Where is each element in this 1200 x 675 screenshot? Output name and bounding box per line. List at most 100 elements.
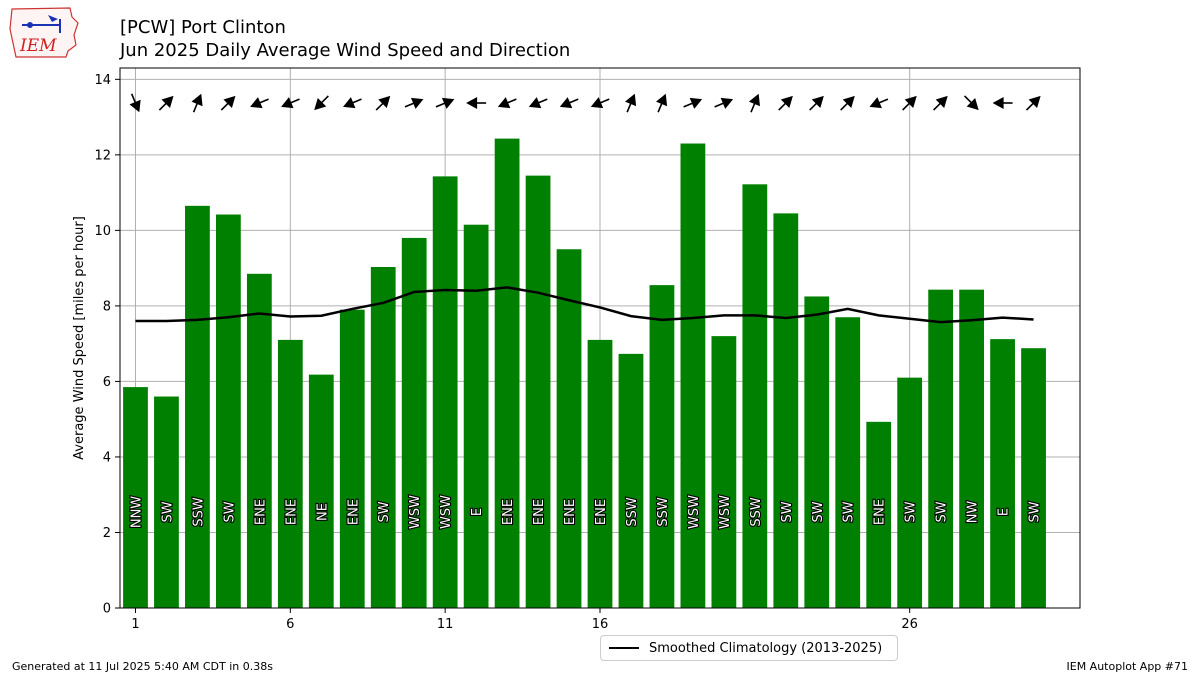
wind-arrow-icon bbox=[220, 95, 236, 111]
bar-day-7 bbox=[308, 374, 334, 608]
x-tick-label: 16 bbox=[592, 617, 609, 632]
bar-day-8 bbox=[339, 309, 365, 608]
chart-title-station: [PCW] Port Clinton bbox=[120, 17, 286, 38]
bar-day-23 bbox=[804, 296, 830, 608]
wind-arrow-head bbox=[625, 93, 637, 107]
direction-label: SW bbox=[160, 501, 175, 522]
wind-arrow-icon bbox=[1025, 95, 1041, 111]
direction-label: NNW bbox=[129, 496, 144, 528]
wind-arrow-icon bbox=[992, 97, 1013, 109]
wind-arrow-icon bbox=[528, 97, 548, 109]
direction-label: SW bbox=[377, 501, 392, 522]
wind-arrow-icon bbox=[625, 93, 637, 113]
direction-labels: NNW SW SSW SW ENE ENE NE ENE SW WSW WSW E ENE ENE ENE E… bbox=[128, 494, 1043, 530]
wind-arrow-head bbox=[689, 97, 703, 109]
wind-arrow-head bbox=[869, 97, 882, 109]
bar-day-22 bbox=[773, 213, 799, 608]
bar-day-3 bbox=[185, 205, 210, 609]
wind-arrow-icon bbox=[129, 93, 141, 113]
bar-day-11 bbox=[432, 176, 458, 608]
wind-arrow-head bbox=[935, 95, 948, 108]
bar-day-14 bbox=[525, 175, 551, 608]
wind-arrow-icon bbox=[809, 95, 824, 111]
y-tick-label: 2 bbox=[103, 526, 111, 541]
direction-label: ENE bbox=[873, 499, 888, 525]
bar-day-1 bbox=[123, 387, 148, 608]
direction-label: WSW bbox=[687, 495, 702, 529]
wind-arrow-head bbox=[1028, 95, 1041, 108]
wind-arrow-head bbox=[811, 95, 824, 108]
y-tick-label: 12 bbox=[94, 148, 111, 163]
direction-label: SW bbox=[222, 501, 237, 522]
y-axis-label: Average Wind Speed [miles per hour] bbox=[72, 216, 87, 460]
wind-arrow-head bbox=[410, 97, 424, 109]
wind-arrow-head bbox=[992, 97, 1004, 109]
direction-arrows bbox=[129, 93, 1041, 113]
x-tick-label: 6 bbox=[286, 617, 294, 632]
bar-day-15 bbox=[556, 249, 582, 609]
logo-text: IEM bbox=[19, 36, 57, 56]
y-tick-label: 10 bbox=[94, 224, 111, 239]
bars bbox=[123, 138, 1046, 609]
wind-arrow-head bbox=[281, 97, 294, 109]
bar-day-16 bbox=[587, 339, 613, 608]
bar-day-2 bbox=[154, 396, 179, 608]
direction-label: NE bbox=[315, 503, 330, 521]
direction-label: SSW bbox=[191, 497, 206, 527]
bar-day-4 bbox=[216, 214, 241, 608]
direction-label: SSW bbox=[749, 497, 764, 527]
wind-arrow-icon bbox=[656, 93, 668, 113]
wind-arrow-head bbox=[590, 97, 604, 109]
wind-arrow-head bbox=[842, 95, 855, 108]
direction-label: SW bbox=[780, 501, 795, 522]
bar-day-6 bbox=[277, 339, 303, 608]
direction-label: WSW bbox=[408, 495, 423, 529]
bar-day-19 bbox=[680, 143, 706, 608]
wind-arrow-icon bbox=[963, 95, 979, 111]
wind-arrow-icon bbox=[559, 97, 579, 109]
direction-label: WSW bbox=[439, 495, 454, 529]
wind-arrow-head bbox=[497, 97, 511, 109]
bar-day-26 bbox=[897, 377, 923, 608]
wind-arrow-head bbox=[748, 93, 760, 107]
bar-day-30 bbox=[1021, 348, 1046, 608]
bar-day-27 bbox=[928, 289, 954, 608]
wind-arrow-head bbox=[656, 93, 668, 107]
wind-arrow-icon bbox=[933, 95, 948, 111]
legend-line-swatch bbox=[609, 647, 639, 649]
wind-arrow-head bbox=[191, 93, 203, 107]
direction-label: ENE bbox=[253, 499, 268, 525]
bar-day-25 bbox=[866, 421, 892, 608]
direction-label: NW bbox=[966, 501, 981, 524]
wind-arrow-head bbox=[904, 95, 917, 108]
wind-arrow-head bbox=[559, 97, 573, 109]
bar-day-10 bbox=[401, 237, 427, 609]
direction-label: SW bbox=[1028, 501, 1043, 522]
direction-label: SW bbox=[842, 501, 857, 522]
direction-label: ENE bbox=[346, 499, 361, 525]
direction-label: SW bbox=[935, 501, 950, 522]
direction-label: WSW bbox=[718, 495, 733, 529]
y-tick-label: 6 bbox=[103, 375, 111, 390]
bar-day-9 bbox=[370, 267, 396, 608]
wind-arrow-icon bbox=[281, 97, 300, 109]
wind-arrow-head bbox=[466, 97, 478, 109]
direction-label: SSW bbox=[625, 497, 640, 527]
x-tick-label: 26 bbox=[901, 617, 918, 632]
direction-label: ENE bbox=[532, 499, 547, 525]
x-tick-label: 1 bbox=[131, 617, 139, 632]
wind-arrow-head bbox=[720, 97, 734, 109]
wind-arrow-icon bbox=[375, 95, 391, 111]
chart-title-description: Jun 2025 Daily Average Wind Speed and Di… bbox=[120, 40, 571, 61]
wind-arrow-icon bbox=[158, 95, 174, 111]
wind-arrow-head bbox=[129, 99, 141, 113]
wind-arrow-icon bbox=[840, 95, 855, 111]
wind-arrow-icon bbox=[466, 97, 487, 109]
wind-arrow-icon bbox=[869, 97, 889, 109]
legend: Smoothed Climatology (2013-2025) bbox=[600, 635, 898, 661]
direction-label: ENE bbox=[594, 499, 609, 525]
y-tick-label: 8 bbox=[103, 299, 111, 314]
footer-app-text: IEM Autoplot App #71 bbox=[1066, 660, 1189, 673]
